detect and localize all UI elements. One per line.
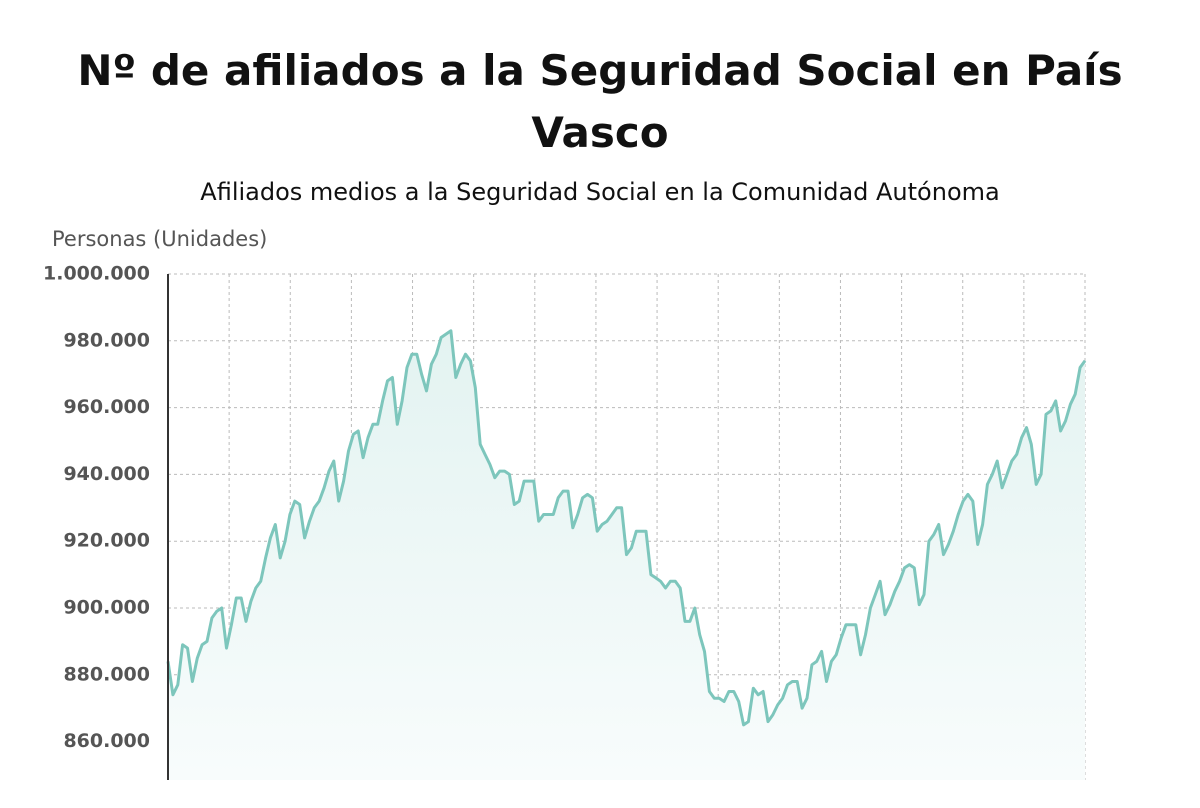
y-tick-label: 940.000 <box>63 463 150 485</box>
line <box>166 329 1087 727</box>
y-tick-label: 960.000 <box>63 396 150 418</box>
chart-title: Nº de afiliados a la Seguridad Social en… <box>77 46 1123 157</box>
y-tick-label: 860.000 <box>63 730 150 752</box>
y-tick-label: 920.000 <box>63 530 150 552</box>
y-tick-label: 900.000 <box>63 596 150 618</box>
chart-subtitle: Afiliados medios a la Seguridad Social e… <box>200 178 1000 206</box>
y-tick-label: 1.000.000 <box>43 263 150 285</box>
y-tick-label: 880.000 <box>63 663 150 685</box>
y-tick-label: 980.000 <box>63 329 150 351</box>
y-axis-label: Personas (Unidades) <box>52 227 268 251</box>
